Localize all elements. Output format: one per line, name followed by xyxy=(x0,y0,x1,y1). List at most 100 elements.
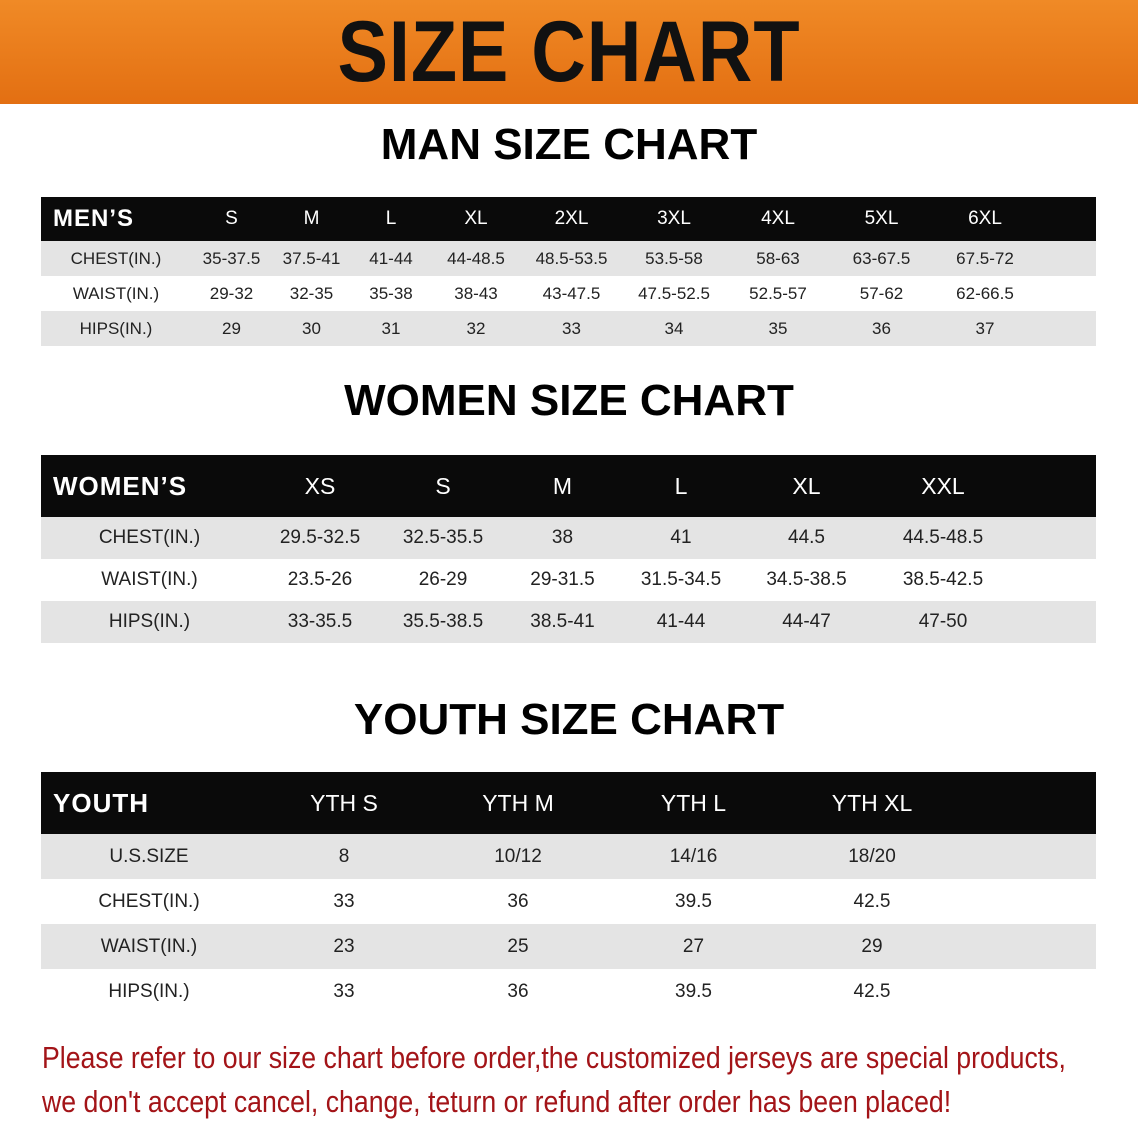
title-banner: SIZE CHART xyxy=(0,0,1138,104)
measurement-value: 38-43 xyxy=(431,276,521,311)
measurement-value: 37.5-41 xyxy=(272,241,351,276)
measurement-value xyxy=(962,879,1096,924)
table-row: CHEST(IN.) 35-37.5 37.5-41 41-44 44-48.5 48.5… xyxy=(41,241,1096,276)
measurement-value: 44-47 xyxy=(741,601,872,643)
measurement-value xyxy=(962,969,1096,1014)
measurement-label: WAIST(IN.) xyxy=(41,559,258,601)
measurement-value xyxy=(1014,601,1096,643)
measurement-value: 35-38 xyxy=(351,276,431,311)
measurement-value: 38.5-42.5 xyxy=(872,559,1014,601)
measurement-value: 63-67.5 xyxy=(830,241,933,276)
measurement-label: HIPS(IN.) xyxy=(41,969,257,1014)
table-row: CHEST(IN.) 33 36 39.5 42.5 xyxy=(41,879,1096,924)
note-line-1: Please refer to our size chart before or… xyxy=(42,1040,1066,1075)
measurement-value: 27 xyxy=(605,924,782,969)
measurement-value: 42.5 xyxy=(782,969,962,1014)
measurement-value: 41-44 xyxy=(351,241,431,276)
measurement-value: 44.5-48.5 xyxy=(872,517,1014,559)
size-header: 2XL xyxy=(521,197,622,241)
men-size-table: MEN’S S M L XL 2XL 3XL 4XL 5XL 6XL CHEST(IN.) 35-37… xyxy=(41,197,1096,346)
youth-table-label: YOUTH xyxy=(41,772,257,834)
size-header: XXL xyxy=(872,455,1014,517)
table-row: WAIST(IN.) 23.5-26 26-29 29-31.5 31.5-34.5 34… xyxy=(41,559,1096,601)
order-policy-note: Please refer to our size chart before or… xyxy=(42,1036,1126,1124)
measurement-value: 29 xyxy=(782,924,962,969)
size-header: XS xyxy=(258,455,382,517)
measurement-value: 41 xyxy=(621,517,741,559)
measurement-value: 32-35 xyxy=(272,276,351,311)
measurement-value: 44-48.5 xyxy=(431,241,521,276)
banner-title: SIZE CHART xyxy=(337,4,801,100)
measurement-value xyxy=(1037,276,1096,311)
size-header: YTH M xyxy=(431,772,605,834)
size-header: L xyxy=(621,455,741,517)
measurement-value: 57-62 xyxy=(830,276,933,311)
measurement-value: 37 xyxy=(933,311,1037,346)
size-header: 6XL xyxy=(933,197,1037,241)
measurement-value: 31.5-34.5 xyxy=(621,559,741,601)
measurement-label: CHEST(IN.) xyxy=(41,241,191,276)
size-header: S xyxy=(191,197,272,241)
table-row: HIPS(IN.) 29 30 31 32 33 34 35 36 37 xyxy=(41,311,1096,346)
measurement-value: 39.5 xyxy=(605,879,782,924)
measurement-value: 8 xyxy=(257,834,431,879)
measurement-value: 41-44 xyxy=(621,601,741,643)
size-header xyxy=(1014,455,1096,517)
measurement-value: 48.5-53.5 xyxy=(521,241,622,276)
measurement-value: 29 xyxy=(191,311,272,346)
measurement-value: 25 xyxy=(431,924,605,969)
measurement-value: 10/12 xyxy=(431,834,605,879)
table-row: HIPS(IN.) 33-35.5 35.5-38.5 38.5-41 41-44 44-… xyxy=(41,601,1096,643)
size-header: L xyxy=(351,197,431,241)
measurement-value: 38.5-41 xyxy=(504,601,621,643)
women-table-label: WOMEN’S xyxy=(41,455,258,517)
measurement-value: 18/20 xyxy=(782,834,962,879)
women-size-table: WOMEN’S XS S M L XL XXL CHEST(IN.) 29.5-32.5 32.5… xyxy=(41,455,1096,643)
measurement-value: 29-31.5 xyxy=(504,559,621,601)
size-header: M xyxy=(272,197,351,241)
size-header: XL xyxy=(741,455,872,517)
size-header: S xyxy=(382,455,504,517)
measurement-label: WAIST(IN.) xyxy=(41,924,257,969)
size-header xyxy=(1037,197,1096,241)
measurement-value: 34 xyxy=(622,311,726,346)
size-header: 3XL xyxy=(622,197,726,241)
measurement-value: 33-35.5 xyxy=(258,601,382,643)
table-row: HIPS(IN.) 33 36 39.5 42.5 xyxy=(41,969,1096,1014)
measurement-value: 23 xyxy=(257,924,431,969)
table-row: WAIST(IN.) 29-32 32-35 35-38 38-43 43-47.5 47.… xyxy=(41,276,1096,311)
youth-size-table: YOUTH YTH S YTH M YTH L YTH XL U.S.SIZE 8 10/12… xyxy=(41,772,1096,1014)
size-header: 5XL xyxy=(830,197,933,241)
measurement-value: 29.5-32.5 xyxy=(258,517,382,559)
measurement-value: 29-32 xyxy=(191,276,272,311)
measurement-value: 14/16 xyxy=(605,834,782,879)
measurement-value: 32.5-35.5 xyxy=(382,517,504,559)
measurement-value: 47-50 xyxy=(872,601,1014,643)
measurement-value: 58-63 xyxy=(726,241,830,276)
size-header: XL xyxy=(431,197,521,241)
size-header xyxy=(962,772,1096,834)
measurement-value: 62-66.5 xyxy=(933,276,1037,311)
measurement-value: 35 xyxy=(726,311,830,346)
men-section-title: MAN SIZE CHART xyxy=(380,120,758,169)
measurement-value: 33 xyxy=(521,311,622,346)
measurement-value: 33 xyxy=(257,879,431,924)
size-header: YTH XL xyxy=(782,772,962,834)
measurement-value: 43-47.5 xyxy=(521,276,622,311)
size-header: YTH L xyxy=(605,772,782,834)
measurement-value xyxy=(962,834,1096,879)
measurement-value: 34.5-38.5 xyxy=(741,559,872,601)
measurement-label: U.S.SIZE xyxy=(41,834,257,879)
measurement-value xyxy=(1014,517,1096,559)
size-header: YTH S xyxy=(257,772,431,834)
measurement-value xyxy=(1014,559,1096,601)
measurement-value xyxy=(1037,311,1096,346)
measurement-label: CHEST(IN.) xyxy=(41,517,258,559)
measurement-value: 26-29 xyxy=(382,559,504,601)
measurement-value: 32 xyxy=(431,311,521,346)
measurement-value: 67.5-72 xyxy=(933,241,1037,276)
measurement-value: 31 xyxy=(351,311,431,346)
measurement-label: HIPS(IN.) xyxy=(41,601,258,643)
women-section-title: WOMEN SIZE CHART xyxy=(344,376,794,425)
measurement-value: 35.5-38.5 xyxy=(382,601,504,643)
